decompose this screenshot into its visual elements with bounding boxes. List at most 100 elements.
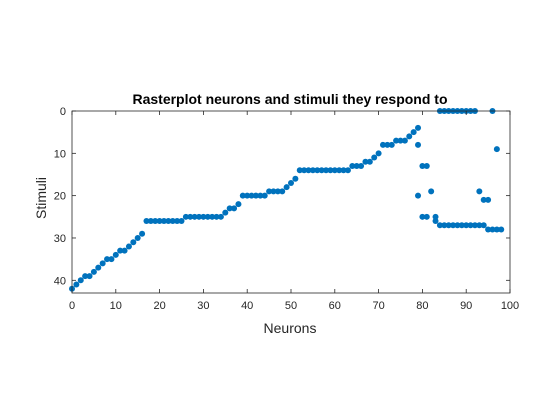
data-point (222, 209, 229, 216)
data-point (274, 188, 281, 195)
y-tick-label: 0 (60, 106, 66, 118)
data-point (160, 218, 167, 225)
data-point (318, 167, 325, 174)
data-point (77, 277, 84, 284)
x-tick-label: 40 (241, 300, 253, 312)
data-point (266, 188, 273, 195)
y-tick-label: 40 (54, 275, 66, 287)
data-point (196, 213, 203, 220)
x-tick-label: 90 (460, 300, 472, 312)
data-point (139, 230, 146, 237)
data-point (445, 222, 452, 229)
data-point (301, 167, 308, 174)
data-point (458, 222, 465, 229)
data-point (187, 213, 194, 220)
data-point (99, 260, 106, 267)
data-point (209, 213, 216, 220)
y-axis-ticks: 0 10 20 30 40 (54, 106, 510, 287)
data-point (419, 213, 426, 220)
data-point (327, 167, 334, 174)
data-point (244, 192, 251, 199)
x-axis-ticks: 0 10 20 30 40 50 60 70 80 90 100 (69, 111, 519, 312)
data-point (82, 273, 89, 280)
data-point (152, 218, 159, 225)
data-point (86, 273, 93, 280)
data-point (226, 205, 233, 212)
data-point (436, 222, 443, 229)
data-point (432, 218, 439, 225)
data-point (248, 192, 255, 199)
data-point (252, 192, 259, 199)
data-point (415, 124, 422, 131)
data-point (90, 268, 97, 275)
data-point (257, 192, 264, 199)
x-tick-label: 30 (197, 300, 209, 312)
data-point (450, 222, 457, 229)
data-point (239, 192, 246, 199)
data-point (217, 213, 224, 220)
data-point (182, 213, 189, 220)
data-point (279, 188, 286, 195)
data-point (95, 264, 102, 271)
data-point (423, 213, 430, 220)
data-point (415, 192, 422, 199)
data-point (366, 158, 373, 165)
data-point (283, 184, 290, 191)
data-point (323, 167, 330, 174)
data-point (191, 213, 198, 220)
data-point (375, 150, 382, 157)
data-point (353, 163, 360, 170)
data-point (292, 175, 299, 182)
data-point (493, 226, 500, 233)
data-point (384, 141, 391, 148)
data-point (270, 188, 277, 195)
data-point (485, 196, 492, 203)
data-point (340, 167, 347, 174)
data-point (288, 179, 294, 186)
data-point (200, 213, 207, 220)
axes (71, 110, 511, 294)
chart-title: Rasterplot neurons and stimuli they resp… (132, 91, 447, 107)
data-point (476, 222, 483, 229)
data-point (397, 137, 404, 144)
data-point (134, 234, 141, 241)
data-point (125, 243, 132, 250)
data-point (314, 167, 321, 174)
data-point (261, 192, 268, 199)
data-point (117, 247, 124, 254)
data-point (441, 222, 448, 229)
data-point (305, 167, 312, 174)
data-point (379, 141, 386, 148)
data-point (344, 167, 351, 174)
data-point (419, 163, 426, 170)
data-point (104, 256, 111, 263)
data-point (112, 251, 119, 258)
data-point (121, 247, 128, 254)
data-point (467, 222, 474, 229)
x-tick-label: 50 (285, 300, 297, 312)
data-point (143, 218, 150, 225)
data-point (428, 188, 435, 195)
data-point (231, 205, 238, 212)
data-point (174, 218, 181, 225)
data-point (130, 239, 137, 246)
data-point (498, 226, 505, 233)
data-point (156, 218, 163, 225)
data-point (358, 163, 365, 170)
data-point (476, 188, 483, 195)
x-tick-label: 10 (110, 300, 122, 312)
data-point (454, 222, 461, 229)
data-point (415, 141, 422, 148)
x-axis-label: Neurons (264, 320, 317, 336)
x-tick-label: 0 (69, 300, 75, 312)
data-point (485, 226, 492, 233)
data-point (296, 167, 303, 174)
data-point (147, 218, 154, 225)
data-point (406, 133, 413, 140)
x-tick-label: 70 (372, 300, 384, 312)
x-tick-label: 100 (501, 300, 519, 312)
data-point (471, 222, 478, 229)
x-tick-label: 80 (416, 300, 428, 312)
data-point (463, 222, 470, 229)
